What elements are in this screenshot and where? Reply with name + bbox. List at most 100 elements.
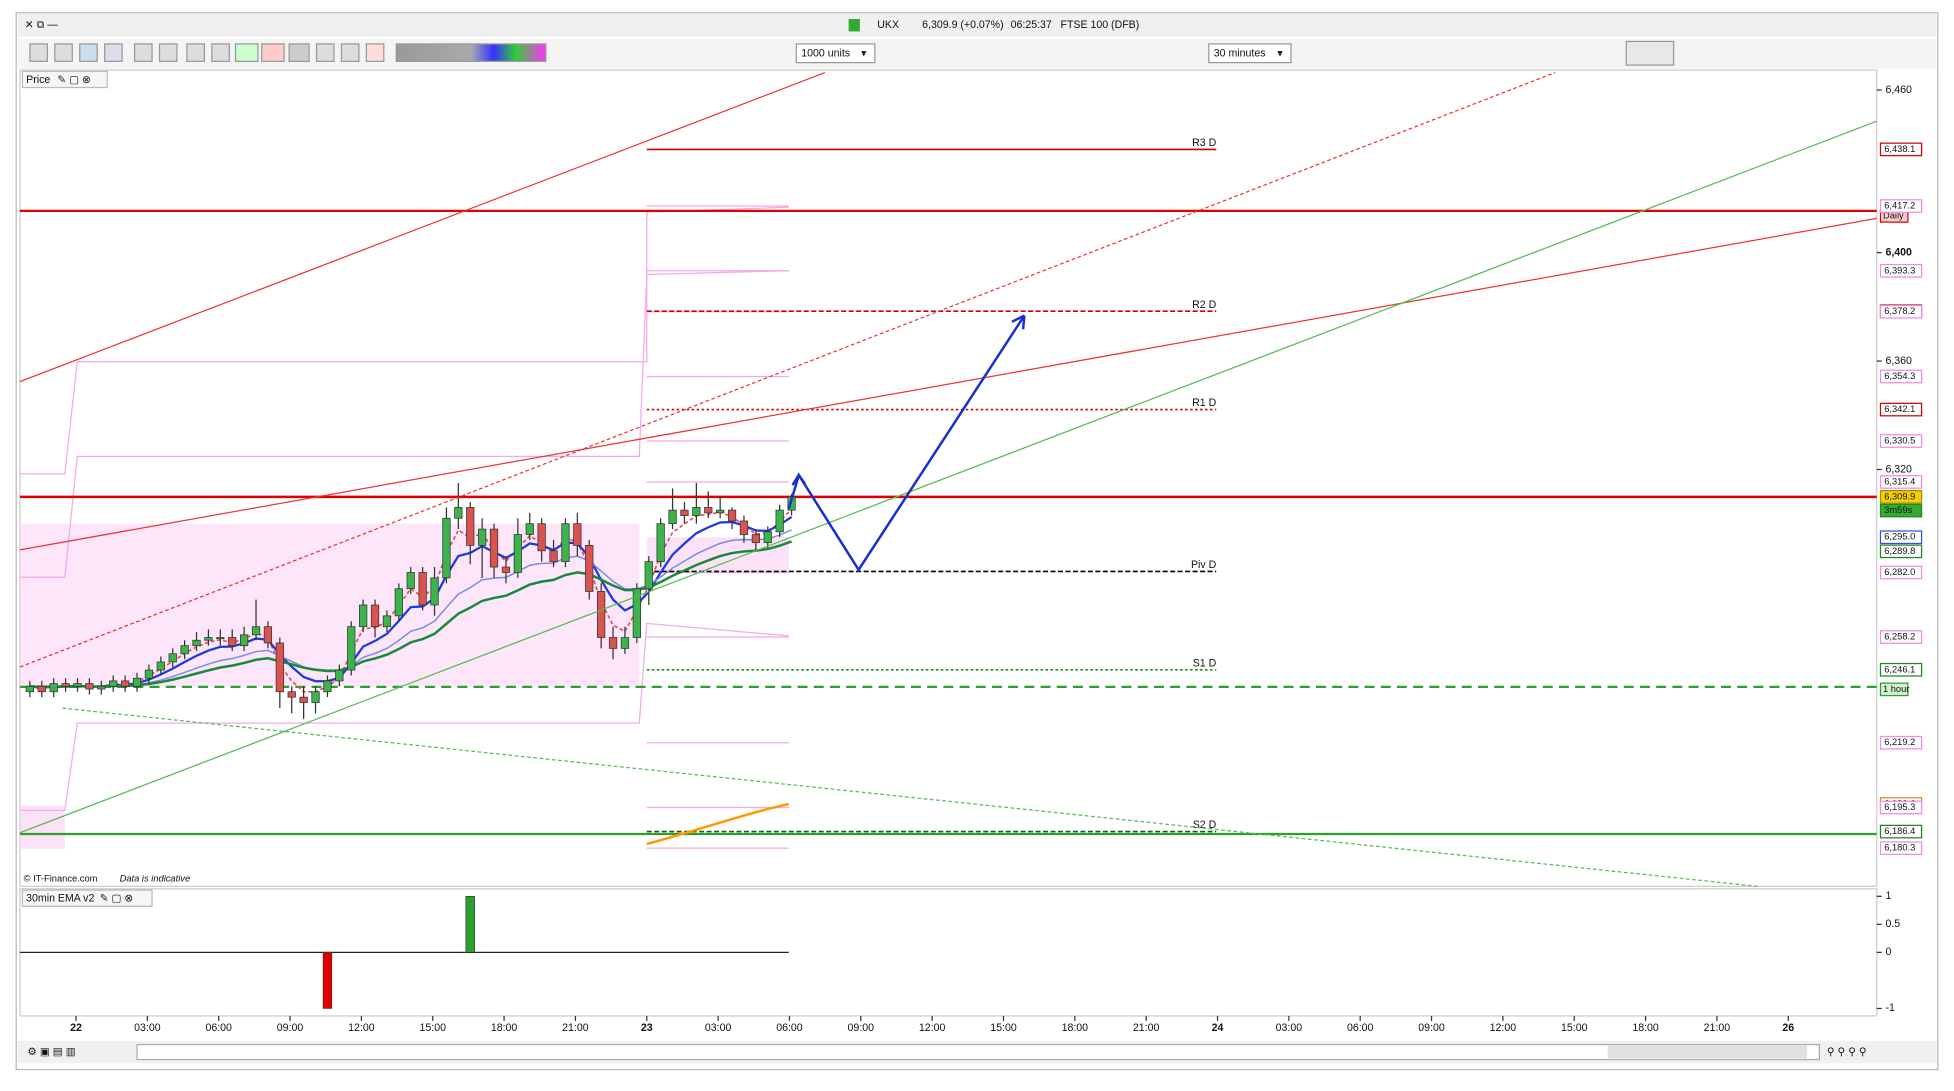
axis-price-tag xyxy=(1879,530,1923,545)
panel-icons[interactable]: ✎ ▢ ⊗ xyxy=(57,74,91,86)
candle-body xyxy=(501,566,511,573)
pivot-step xyxy=(19,622,789,811)
trend-line xyxy=(19,71,826,383)
signal-bar xyxy=(322,952,333,1009)
x-tick-label: 12:00 xyxy=(919,1022,946,1034)
countdown: 3m59s xyxy=(1884,505,1912,515)
axis-price-tag xyxy=(1879,565,1923,580)
tool[interactable] xyxy=(365,43,385,62)
candle-body xyxy=(692,507,701,516)
scrollbar[interactable] xyxy=(136,1043,1821,1061)
x-tick-label: 06:00 xyxy=(1347,1022,1374,1034)
x-tick-label: 26 xyxy=(1782,1022,1794,1034)
y-tick-label: 6,360 xyxy=(1885,355,1912,367)
units-dropdown[interactable] xyxy=(795,43,876,64)
x-tick-label: 03:00 xyxy=(705,1022,732,1034)
axis-price-tag xyxy=(1879,263,1923,278)
tool[interactable] xyxy=(186,43,205,62)
candle-body xyxy=(513,534,522,573)
tool[interactable] xyxy=(104,43,123,62)
candle-body xyxy=(85,683,94,690)
axis-price-label: 6,258.2 xyxy=(1884,631,1915,641)
moving-average xyxy=(29,508,793,693)
x-tick-label: 23 xyxy=(641,1022,653,1034)
tool[interactable] xyxy=(29,43,48,62)
pivot-zone xyxy=(19,805,65,849)
y-tick-label: 6,460 xyxy=(1885,84,1912,96)
tool[interactable] xyxy=(79,43,98,62)
x-tick-label: 18:00 xyxy=(1632,1022,1659,1034)
candle-body xyxy=(489,528,499,568)
axis-price-tag xyxy=(1879,800,1923,815)
axis-price-label: 6,289.8 xyxy=(1884,546,1915,556)
candle-body xyxy=(263,626,273,644)
pivot-label: R3 D xyxy=(1192,137,1216,149)
tool[interactable] xyxy=(54,43,73,62)
candle-body xyxy=(121,680,130,687)
color-palette[interactable] xyxy=(395,43,547,62)
status-icons[interactable]: ⚙ ▣ ▤ ▥ xyxy=(27,1046,75,1058)
x-tick-label: 15:00 xyxy=(1561,1022,1588,1034)
candle-body xyxy=(549,550,558,563)
units: 1000 units xyxy=(801,48,850,60)
panel-label: Price xyxy=(26,74,50,86)
candle-body xyxy=(561,523,570,563)
axis-price-tag xyxy=(1879,630,1923,644)
tool[interactable] xyxy=(288,43,310,62)
forecast-arrow xyxy=(787,314,1026,573)
title-bar xyxy=(17,14,1937,37)
tool[interactable] xyxy=(315,43,335,62)
candle-body xyxy=(466,507,475,546)
price-panel xyxy=(19,69,1878,887)
chart-type-button[interactable] xyxy=(1625,40,1675,66)
tool[interactable] xyxy=(340,43,360,62)
axis-price-tag xyxy=(1879,304,1923,319)
axis-price-tag xyxy=(1879,402,1923,417)
y-tick-label: 6,400 xyxy=(1885,246,1912,258)
arrow-head xyxy=(791,314,1026,486)
x-tick-label: 21:00 xyxy=(1704,1022,1731,1034)
tool[interactable] xyxy=(211,43,230,62)
axis-price-tag xyxy=(1879,142,1923,157)
tool[interactable] xyxy=(234,43,259,62)
symbol-icon xyxy=(848,18,860,32)
scroll-thumb[interactable] xyxy=(1607,1045,1807,1059)
panel-tab[interactable] xyxy=(21,889,153,907)
zoom-icons[interactable]: ⚲ ⚲ ⚲ ⚲ xyxy=(1827,1046,1867,1058)
candle-body xyxy=(216,637,225,640)
y-tick-label: 0 xyxy=(1885,946,1891,958)
axis-price-tag xyxy=(1879,735,1923,750)
candle-body xyxy=(204,637,213,641)
candle-body xyxy=(240,634,249,647)
candle-body xyxy=(727,509,737,522)
tool-icons[interactable] xyxy=(29,43,547,62)
panel-icons[interactable]: ✎ ▢ ⊗ xyxy=(100,893,134,905)
candle-body xyxy=(156,661,165,671)
tool[interactable] xyxy=(261,43,285,62)
candle-body xyxy=(775,509,784,533)
axis-price-label: 6,195.3 xyxy=(1884,802,1915,812)
x-tick-label: 09:00 xyxy=(848,1022,875,1034)
x-tick-label: 09:00 xyxy=(1418,1022,1445,1034)
panel-tab[interactable] xyxy=(21,70,108,89)
candle-body xyxy=(597,591,606,638)
tool[interactable] xyxy=(133,43,153,62)
drawings xyxy=(19,71,1877,887)
candle-body xyxy=(680,509,689,516)
candle-body xyxy=(716,509,725,514)
pivot-zone xyxy=(19,523,640,687)
interval-dropdown[interactable] xyxy=(1208,43,1292,64)
candle-body xyxy=(37,685,46,693)
candle-body xyxy=(323,680,332,693)
moving-average xyxy=(646,802,790,846)
candle-body xyxy=(442,517,451,579)
window-controls[interactable]: ✕ ⧉ — xyxy=(25,19,58,31)
axis-price-tag xyxy=(1879,824,1923,839)
candle-body xyxy=(25,685,35,693)
tool[interactable] xyxy=(158,43,178,62)
pivot-zone xyxy=(646,537,789,573)
symbol: UKX xyxy=(877,19,899,31)
trend-line xyxy=(19,217,1877,551)
candle-body xyxy=(632,588,641,638)
candle-body xyxy=(49,683,58,693)
